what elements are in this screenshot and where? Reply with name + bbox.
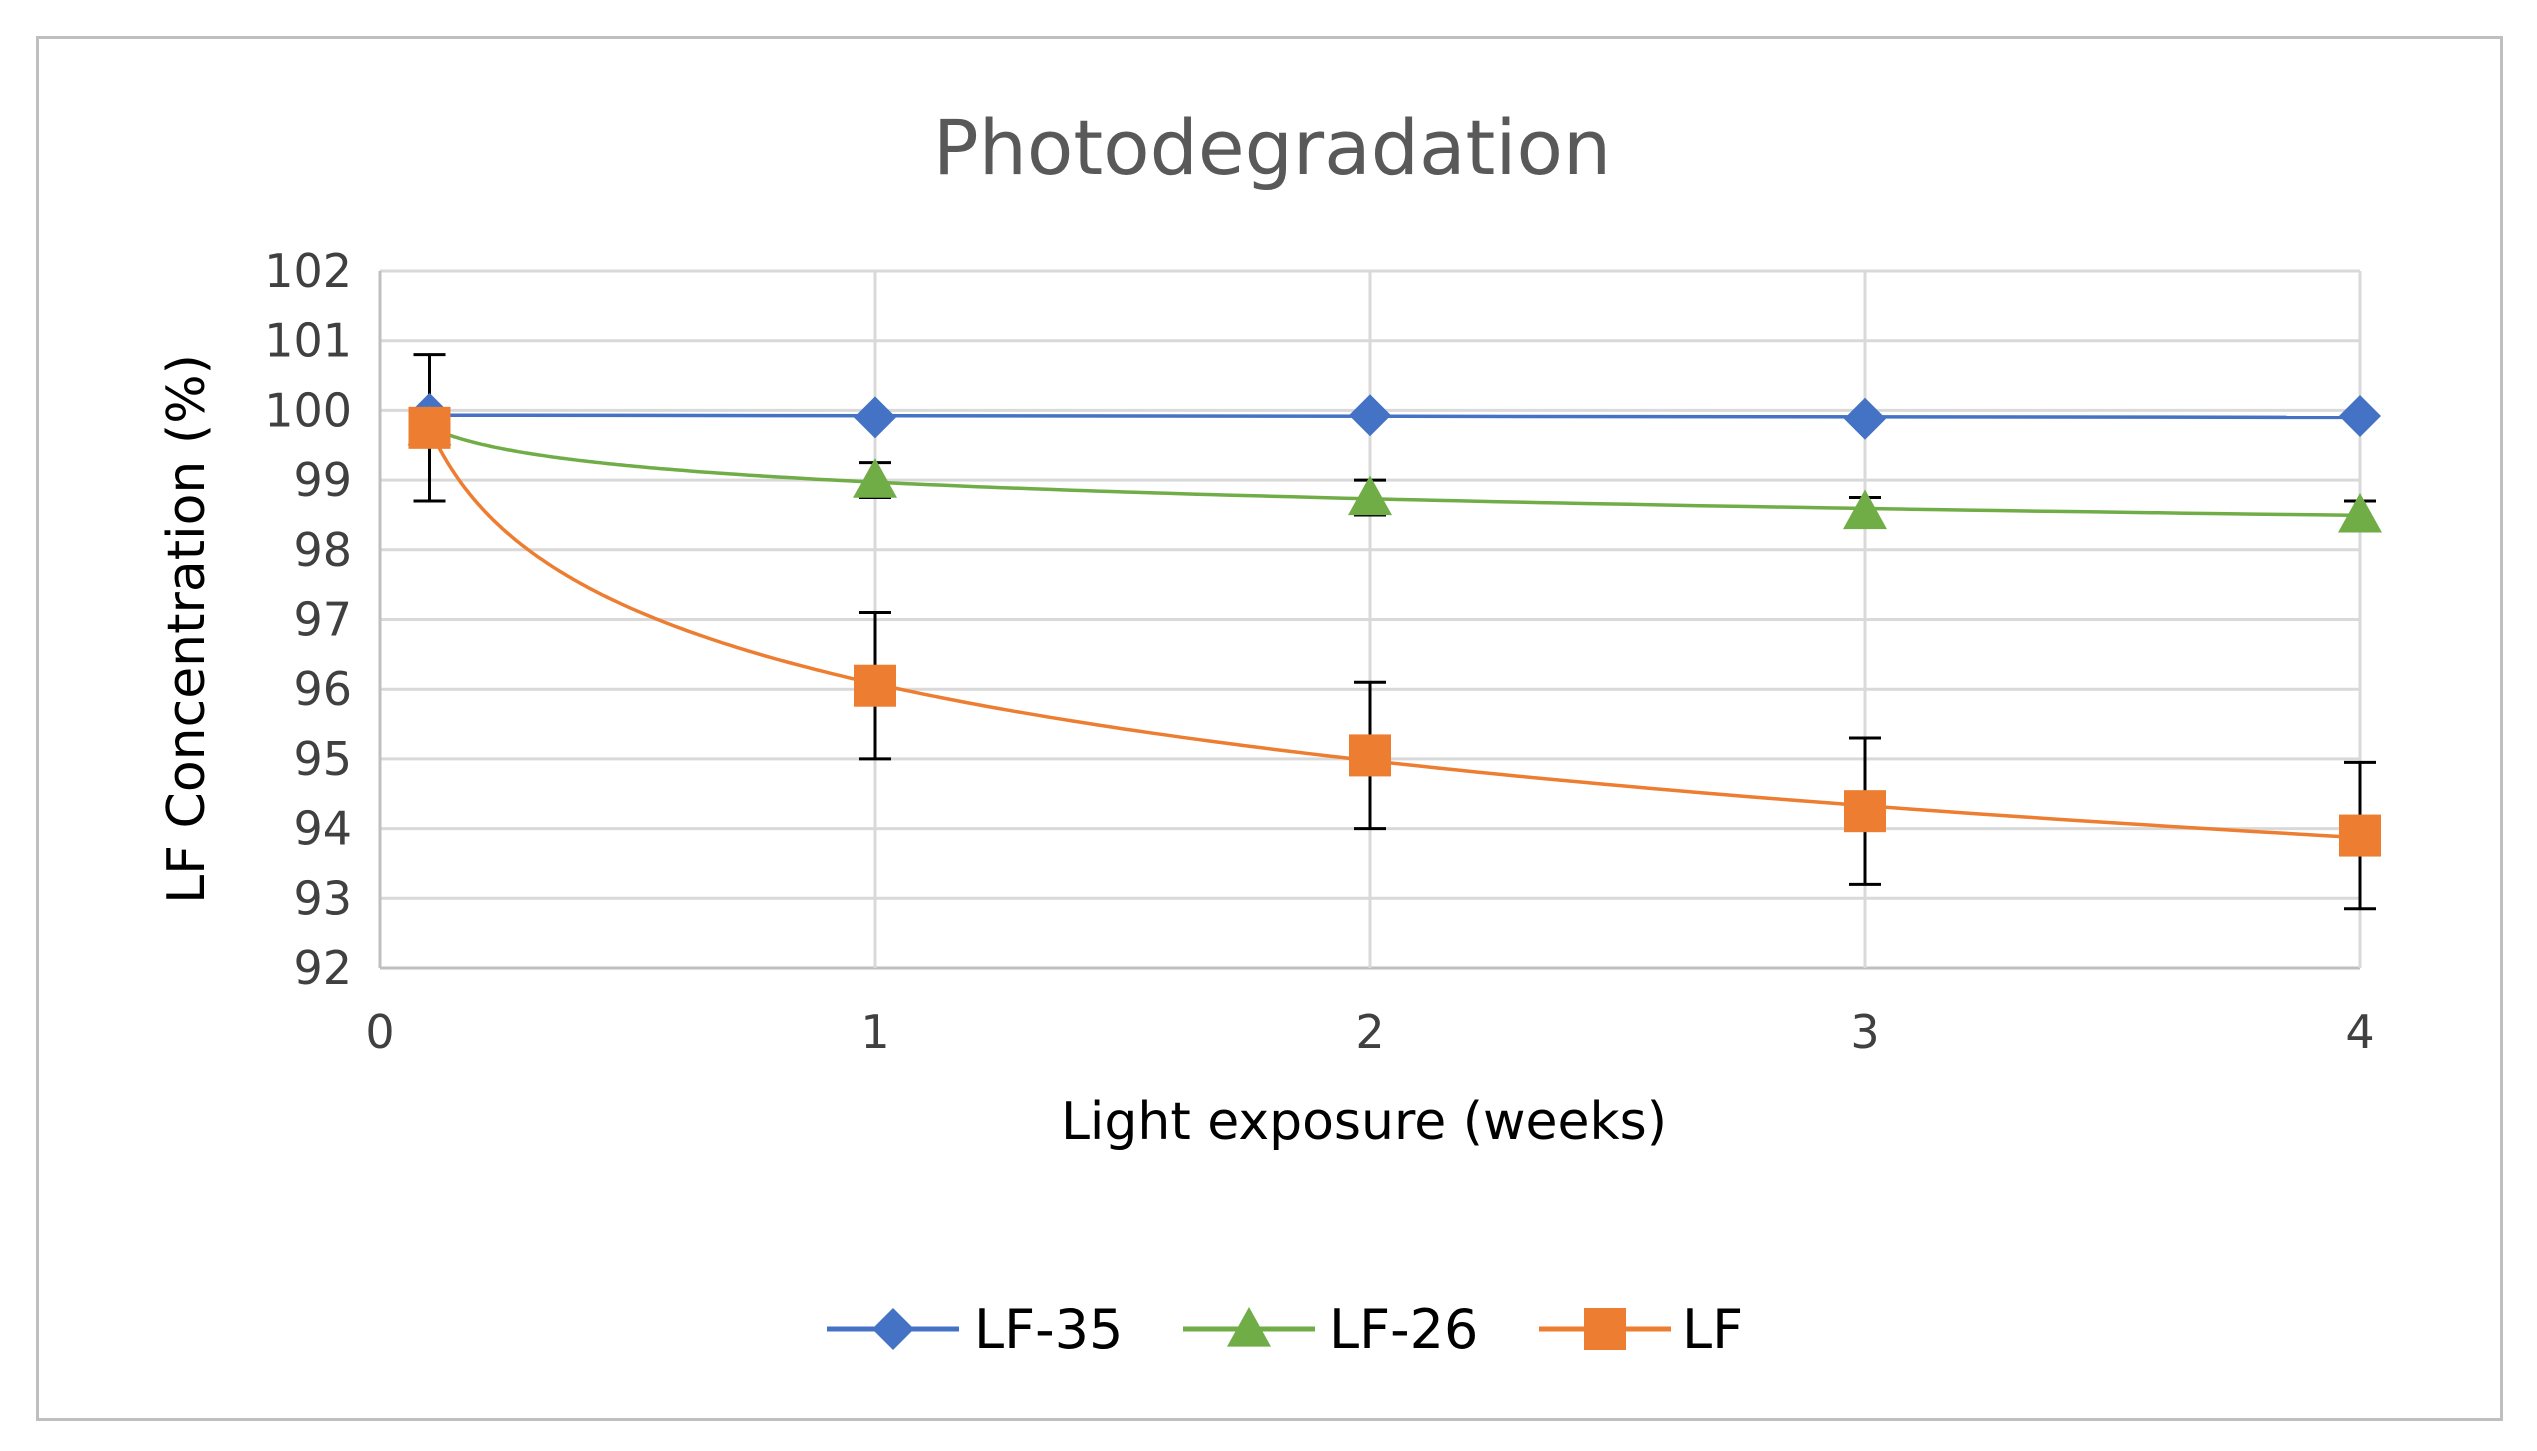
y-tick-label: 98 bbox=[293, 523, 352, 577]
data-point-lf bbox=[1844, 790, 1886, 833]
data-point-lf-26 bbox=[1348, 475, 1392, 516]
y-tick-label: 92 bbox=[293, 941, 352, 995]
x-tick-label: 2 bbox=[1355, 1005, 1384, 1059]
x-tick-label: 4 bbox=[2345, 1005, 2374, 1059]
chart-title: Photodegradation bbox=[933, 103, 1611, 192]
legend-label: LF-26 bbox=[1329, 1298, 1478, 1361]
legend-marker bbox=[1227, 1307, 1271, 1347]
legend-label: LF-35 bbox=[974, 1298, 1123, 1361]
y-tick-label: 97 bbox=[293, 593, 352, 647]
chart-svg: Photodegradation 92 93 94 95 96 97 98 99 100 101 1… bbox=[157, 103, 2382, 1361]
y-tick-label: 101 bbox=[264, 314, 352, 368]
data-point-lf-26 bbox=[853, 458, 897, 498]
x-axis-label: Light exposure (weeks) bbox=[1061, 1092, 1667, 1152]
y-axis-label: LF Concentration (%) bbox=[157, 354, 217, 904]
data-point-lf bbox=[1349, 734, 1391, 777]
x-tick-label: 3 bbox=[1850, 1005, 1879, 1059]
trendline-lf-35 bbox=[429, 413, 2361, 420]
marker-layer bbox=[407, 392, 2382, 857]
legend-item-lf-35: LF-35 bbox=[827, 1298, 1123, 1361]
data-point-lf-35 bbox=[2339, 394, 2381, 437]
x-tick-label: 0 bbox=[365, 1005, 394, 1059]
y-tick-label: 102 bbox=[264, 244, 352, 298]
y-tick-label: 96 bbox=[293, 662, 352, 716]
y-tick-label: 95 bbox=[293, 732, 352, 786]
y-tick-label: 93 bbox=[293, 871, 352, 925]
data-point-lf-35 bbox=[1844, 397, 1886, 440]
legend-label: LF bbox=[1682, 1298, 1743, 1361]
data-point-lf-35 bbox=[854, 396, 896, 439]
legend: LF-35 LF-26 LF bbox=[827, 1298, 1743, 1361]
y-tick-label: 94 bbox=[293, 802, 352, 856]
legend-marker bbox=[872, 1308, 914, 1350]
data-point-lf bbox=[2339, 814, 2381, 857]
y-tick-label: 99 bbox=[293, 453, 352, 507]
data-point-lf-26 bbox=[1843, 489, 1887, 530]
data-point-lf-35 bbox=[1349, 394, 1391, 437]
error-layer bbox=[413, 353, 2376, 911]
legend-marker bbox=[1584, 1308, 1626, 1350]
data-point-lf bbox=[854, 664, 896, 707]
trend-layer bbox=[427, 413, 2361, 840]
legend-item-lf-26: LF-26 bbox=[1183, 1298, 1478, 1361]
data-point-lf bbox=[408, 406, 451, 449]
chart-frame: Photodegradation 92 93 94 95 96 97 98 99 100 101 1… bbox=[36, 36, 2503, 1421]
y-tick-label: 100 bbox=[264, 383, 352, 437]
x-tick-label: 1 bbox=[860, 1005, 889, 1059]
tick-layer: 92 93 94 95 96 97 98 99 100 101 102 0 1 2 3 4 bbox=[264, 244, 2374, 1059]
legend-item-lf: LF bbox=[1539, 1298, 1743, 1361]
data-point-lf-26 bbox=[2338, 492, 2382, 533]
grid-layer bbox=[378, 269, 2362, 970]
trendline-lf bbox=[427, 427, 2361, 840]
trendline-lf-26 bbox=[428, 425, 2361, 518]
